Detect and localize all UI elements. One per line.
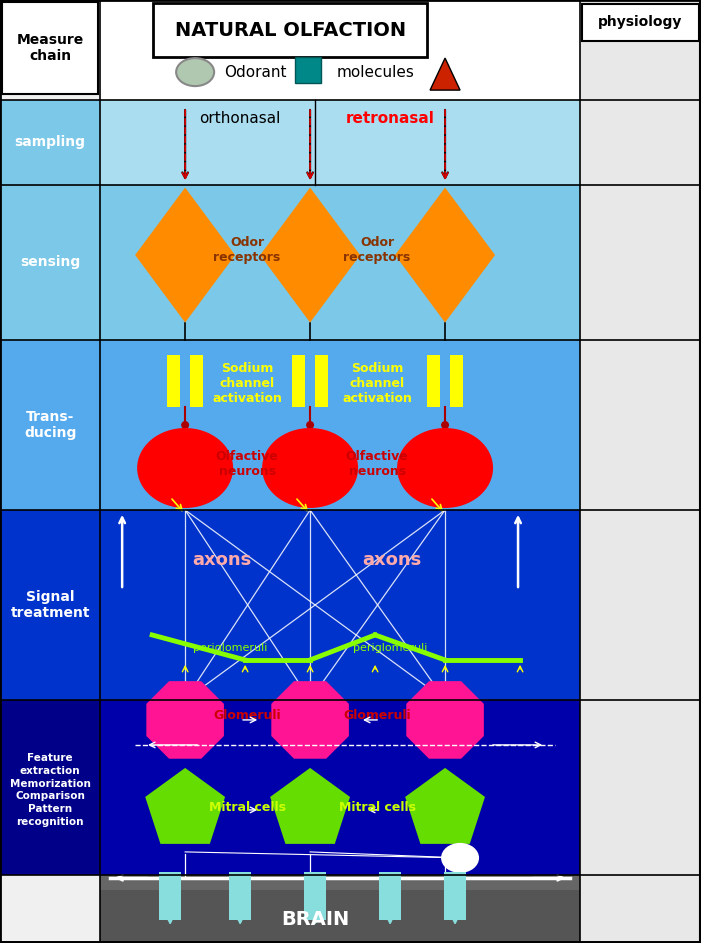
Bar <box>0 700 100 875</box>
Text: periglomeruli: periglomeruli <box>353 643 428 653</box>
Bar <box>580 0 701 943</box>
Text: Olfactive
neurons: Olfactive neurons <box>346 450 409 478</box>
Text: physiology: physiology <box>599 15 683 29</box>
Ellipse shape <box>397 428 493 508</box>
Text: Odor
receptors: Odor receptors <box>214 236 280 264</box>
Bar <box>0 340 100 510</box>
Text: BRAIN: BRAIN <box>281 910 349 930</box>
Text: Glomeruli: Glomeruli <box>343 709 411 722</box>
Polygon shape <box>405 768 485 844</box>
Ellipse shape <box>137 428 233 508</box>
Bar <box>100 875 580 943</box>
Bar <box>100 890 580 943</box>
Bar <box>0 510 100 700</box>
Bar <box>427 355 440 407</box>
Polygon shape <box>260 188 360 323</box>
Ellipse shape <box>262 428 358 508</box>
Polygon shape <box>407 681 484 759</box>
Text: Odorant: Odorant <box>224 65 287 79</box>
Bar <box>0 185 100 340</box>
Text: retronasal: retronasal <box>346 110 435 125</box>
Ellipse shape <box>176 58 214 86</box>
Polygon shape <box>271 681 349 759</box>
Bar <box>100 875 580 943</box>
Bar <box>100 340 580 510</box>
Text: periglomeruli: periglomeruli <box>193 643 267 653</box>
Polygon shape <box>147 681 224 759</box>
Text: Measure
chain: Measure chain <box>17 33 84 63</box>
Bar <box>379 872 401 919</box>
Bar <box>0 0 100 943</box>
Bar <box>304 872 326 919</box>
Polygon shape <box>145 768 225 844</box>
Text: orthonasal: orthonasal <box>199 110 281 125</box>
Text: axons: axons <box>362 551 422 569</box>
FancyBboxPatch shape <box>582 4 699 41</box>
Ellipse shape <box>441 421 449 429</box>
Text: Trans-
ducing: Trans- ducing <box>24 410 76 440</box>
Bar <box>0 100 100 185</box>
Bar <box>100 510 580 700</box>
Bar <box>100 700 580 875</box>
Bar <box>167 355 180 407</box>
Ellipse shape <box>181 421 189 429</box>
Text: Sodium
channel
activation: Sodium channel activation <box>212 361 282 405</box>
Text: Sodium
channel
activation: Sodium channel activation <box>342 361 412 405</box>
Bar <box>229 872 251 919</box>
Bar <box>295 58 321 83</box>
FancyBboxPatch shape <box>153 3 427 58</box>
Bar <box>315 355 328 407</box>
Bar <box>100 0 580 100</box>
Text: Signal
treatment: Signal treatment <box>11 590 90 620</box>
FancyBboxPatch shape <box>2 2 98 94</box>
Bar <box>190 355 203 407</box>
Text: NATURAL OLFACTION: NATURAL OLFACTION <box>175 21 406 40</box>
Text: Glomeruli: Glomeruli <box>213 709 281 722</box>
Polygon shape <box>135 188 235 323</box>
Text: Feature
extraction
Memorization
Comparison
Pattern
recognition: Feature extraction Memorization Comparis… <box>10 753 90 827</box>
Bar <box>292 355 305 407</box>
Text: Mitral cells: Mitral cells <box>209 802 285 815</box>
Polygon shape <box>395 188 495 323</box>
Ellipse shape <box>441 843 479 873</box>
Text: molecules: molecules <box>336 65 414 79</box>
Bar <box>159 872 181 919</box>
Polygon shape <box>430 58 460 91</box>
Text: sampling: sampling <box>15 135 86 149</box>
Text: sensing: sensing <box>20 255 81 269</box>
Bar <box>450 355 463 407</box>
Text: axons: axons <box>193 551 252 569</box>
Ellipse shape <box>306 421 314 429</box>
Text: Odor
receptors: Odor receptors <box>343 236 411 264</box>
Polygon shape <box>270 768 350 844</box>
Bar <box>100 185 580 340</box>
Text: Mitral cells: Mitral cells <box>339 802 416 815</box>
Text: Olfactive
neurons: Olfactive neurons <box>216 450 278 478</box>
Bar <box>100 100 580 185</box>
Bar <box>444 872 466 919</box>
